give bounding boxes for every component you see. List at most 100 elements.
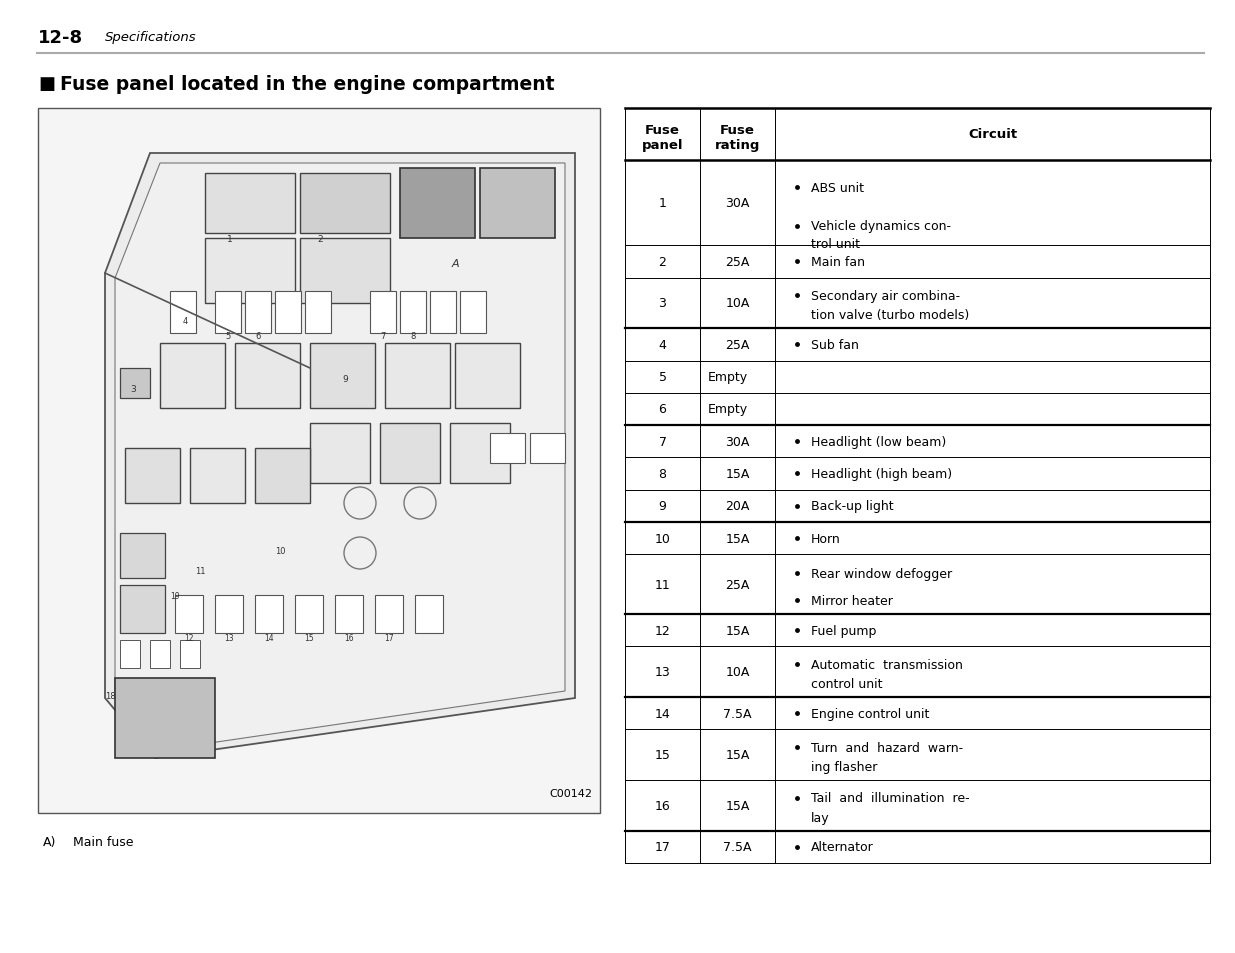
Bar [400, 292, 426, 334]
Text: tion valve (turbo models): tion valve (turbo models) [811, 309, 969, 322]
Text: 11: 11 [655, 578, 671, 591]
Text: Fuel pump: Fuel pump [811, 624, 877, 637]
Bar [180, 640, 200, 668]
Text: 16: 16 [655, 799, 671, 812]
Text: ■: ■ [38, 75, 56, 92]
Text: 30A: 30A [725, 436, 750, 448]
Text: Fuse panel located in the engine compartment: Fuse panel located in the engine compart… [61, 74, 555, 93]
Bar [310, 344, 375, 409]
Bar [480, 169, 555, 239]
Bar [300, 173, 390, 233]
Bar [215, 292, 241, 334]
Bar [254, 596, 283, 634]
Text: 15A: 15A [725, 799, 750, 812]
Bar [175, 596, 203, 634]
Bar [300, 239, 390, 304]
Text: 4: 4 [658, 338, 667, 352]
Polygon shape [115, 164, 564, 750]
Text: 25A: 25A [725, 338, 750, 352]
Bar [120, 585, 165, 634]
Bar [380, 423, 440, 483]
Text: 7.5A: 7.5A [724, 841, 752, 854]
Bar [370, 292, 396, 334]
Text: 25A: 25A [725, 255, 750, 269]
Text: 2: 2 [317, 234, 322, 243]
Text: Automatic  transmission: Automatic transmission [811, 659, 963, 671]
Text: Rear window defogger: Rear window defogger [811, 567, 952, 580]
Polygon shape [105, 153, 576, 759]
Text: 6: 6 [256, 332, 261, 340]
Text: lay: lay [811, 811, 830, 823]
Text: 1: 1 [658, 197, 667, 210]
Text: Engine control unit: Engine control unit [811, 707, 930, 720]
Bar [215, 596, 243, 634]
Text: 9: 9 [658, 499, 667, 513]
Bar [400, 169, 475, 239]
Text: 7: 7 [380, 332, 385, 340]
Text: 3: 3 [130, 384, 136, 393]
Text: 3: 3 [658, 297, 667, 310]
Text: A): A) [43, 835, 57, 848]
Text: 13: 13 [655, 665, 671, 679]
Text: Specifications: Specifications [105, 31, 196, 45]
Text: 10A: 10A [725, 297, 750, 310]
Bar [454, 344, 520, 409]
Bar [120, 534, 165, 578]
Text: 13: 13 [225, 634, 233, 642]
Bar [459, 292, 487, 334]
Text: 17: 17 [384, 634, 394, 642]
Text: 25A: 25A [725, 578, 750, 591]
Bar [38, 109, 600, 813]
Text: Main fan: Main fan [811, 255, 864, 269]
Bar [295, 596, 324, 634]
Text: C00142: C00142 [550, 788, 592, 799]
Bar [450, 423, 510, 483]
Bar [375, 596, 403, 634]
Bar [161, 344, 225, 409]
Text: 10: 10 [655, 532, 671, 545]
Bar [170, 292, 196, 334]
Bar [120, 369, 149, 398]
Bar [415, 596, 443, 634]
Bar [305, 292, 331, 334]
Text: 6: 6 [658, 403, 667, 416]
Bar [490, 434, 525, 463]
Bar [205, 173, 295, 233]
Text: A: A [451, 258, 459, 269]
Text: trol unit: trol unit [811, 237, 860, 251]
Text: ABS unit: ABS unit [811, 181, 864, 194]
Text: rating: rating [715, 139, 761, 152]
Text: 14: 14 [655, 707, 671, 720]
Bar [275, 292, 301, 334]
Bar [205, 239, 295, 304]
Bar [430, 292, 456, 334]
Text: Horn: Horn [811, 532, 841, 545]
Bar [385, 344, 450, 409]
Bar [245, 292, 270, 334]
Text: Secondary air combina-: Secondary air combina- [811, 290, 960, 303]
Text: Turn  and  hazard  warn-: Turn and hazard warn- [811, 740, 963, 754]
Text: 4: 4 [183, 316, 188, 326]
Text: ing flasher: ing flasher [811, 760, 877, 773]
Text: Vehicle dynamics con-: Vehicle dynamics con- [811, 220, 951, 233]
Text: 17: 17 [655, 841, 671, 854]
Text: 12: 12 [184, 634, 194, 642]
Text: 16: 16 [345, 634, 353, 642]
Bar [190, 449, 245, 503]
Text: 2: 2 [658, 255, 667, 269]
Text: 7: 7 [658, 436, 667, 448]
Text: Main fuse: Main fuse [73, 835, 133, 848]
Text: panel: panel [642, 139, 683, 152]
Text: 15A: 15A [725, 532, 750, 545]
Text: 10: 10 [274, 546, 285, 556]
Text: 7.5A: 7.5A [724, 707, 752, 720]
Text: Fuse: Fuse [645, 125, 680, 137]
Text: 8: 8 [658, 468, 667, 480]
Text: Headlight (low beam): Headlight (low beam) [811, 436, 946, 448]
Bar [335, 596, 363, 634]
Text: 10A: 10A [725, 665, 750, 679]
Text: Empty: Empty [708, 371, 748, 384]
Text: 19: 19 [170, 592, 180, 600]
Text: 20A: 20A [725, 499, 750, 513]
Bar [125, 449, 180, 503]
